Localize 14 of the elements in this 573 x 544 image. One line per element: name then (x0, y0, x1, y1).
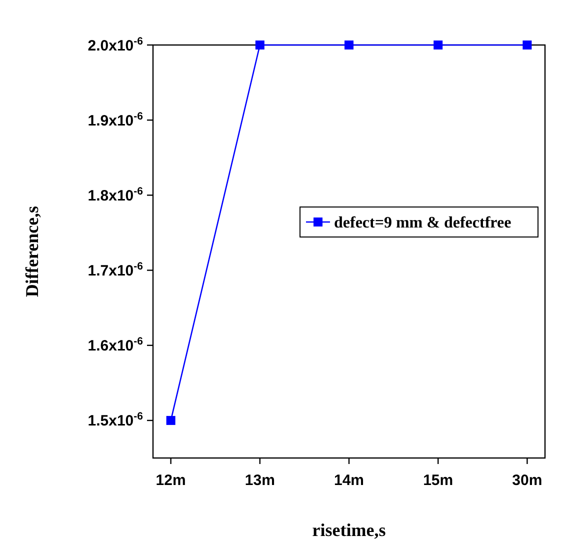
x-tick-label: 12m (156, 472, 186, 489)
y-tick-label: 1.6x10$^{-6}$ (88, 336, 144, 355)
x-tick-label: 14m (334, 472, 364, 489)
y-tick-label: 2.0x10$^{-6}$ (88, 35, 144, 54)
x-tick-label: 15m (423, 472, 454, 489)
y-tick-label: 1.7x10$^{-6}$ (88, 260, 144, 280)
y-tick-label: 1.8x10$^{-6}$ (88, 185, 144, 204)
x-tick-label: 13m (244, 472, 275, 489)
y-tick-label: 1.9x10$^{-6}$ (88, 110, 144, 130)
x-tick-label: 30m (512, 472, 542, 489)
x-axis-title: risetime,s (312, 520, 386, 540)
legend-label: defect=9 mm & defectfree (334, 214, 512, 232)
y-axis-title: Difference,s (22, 206, 42, 298)
y-tick-label: 1.5x10$^{-6}$ (88, 410, 144, 430)
